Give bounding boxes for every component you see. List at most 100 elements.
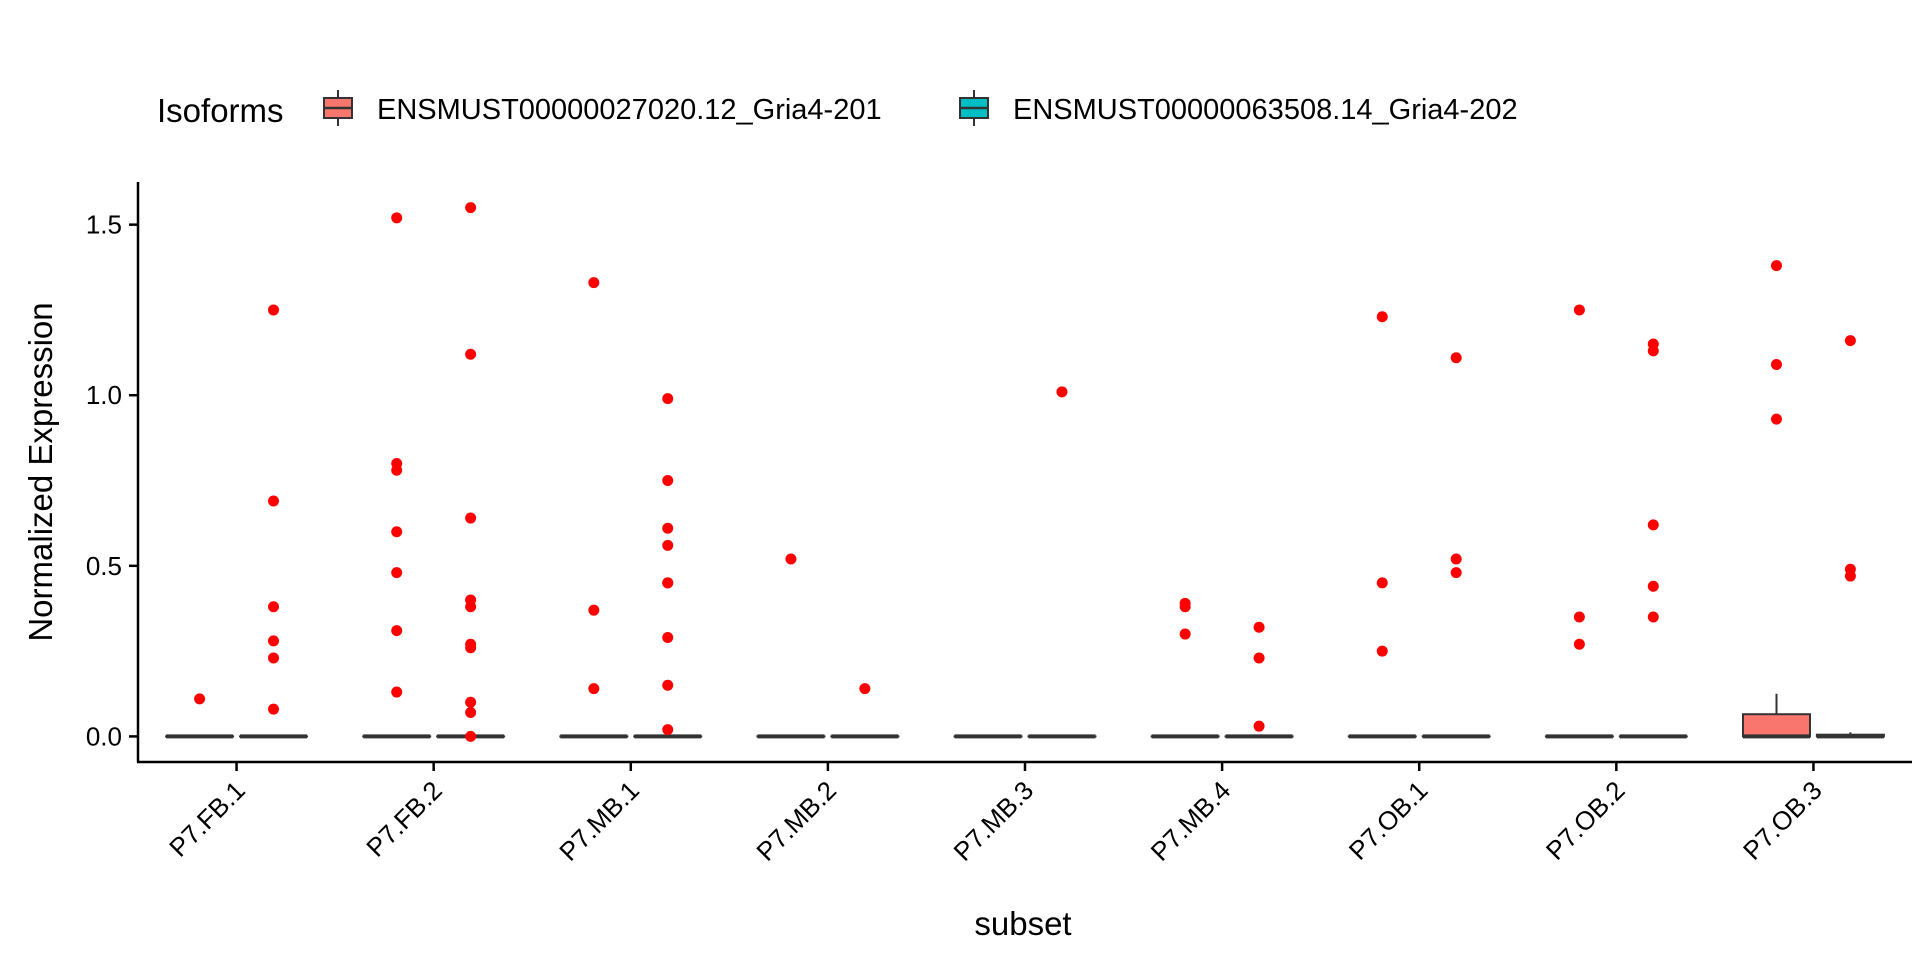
outlier-point <box>465 349 476 360</box>
y-tick-label: 0.5 <box>86 551 122 581</box>
outlier-point <box>1771 260 1782 271</box>
outlier-point <box>1254 652 1265 663</box>
outlier-point <box>588 605 599 616</box>
outlier-point <box>465 601 476 612</box>
outlier-point <box>391 465 402 476</box>
outlier-point <box>1648 612 1659 623</box>
outlier-point <box>465 731 476 742</box>
outlier-point <box>662 475 673 486</box>
outlier-point <box>662 724 673 735</box>
outlier-point <box>268 704 279 715</box>
outlier-point <box>662 577 673 588</box>
plot-area <box>166 202 1884 742</box>
outlier-point <box>391 687 402 698</box>
outlier-point <box>1056 386 1067 397</box>
outlier-point <box>465 642 476 653</box>
outlier-point <box>1771 359 1782 370</box>
box-p7-fb-1 <box>240 304 307 736</box>
outlier-point <box>1574 612 1585 623</box>
outlier-point <box>1377 311 1388 322</box>
legend-title: Isoforms <box>157 92 284 129</box>
outlier-point <box>1180 629 1191 640</box>
outlier-point <box>1574 304 1585 315</box>
x-tick-label: P7.MB.3 <box>948 775 1040 867</box>
outlier-point <box>268 652 279 663</box>
box-p7-mb-3 <box>1028 386 1095 736</box>
outlier-point <box>194 693 205 704</box>
y-tick-label: 1.0 <box>86 380 122 410</box>
outlier-point <box>1377 646 1388 657</box>
outlier-point <box>465 697 476 708</box>
outlier-point <box>1648 345 1659 356</box>
y-tick-label: 1.5 <box>86 210 122 240</box>
box-p7-mb-4 <box>1226 622 1293 737</box>
outlier-point <box>465 707 476 718</box>
box-p7-fb-2 <box>437 202 504 742</box>
outlier-point <box>662 540 673 551</box>
x-tick-label: P7.OB.2 <box>1540 775 1631 866</box>
outlier-point <box>662 632 673 643</box>
outlier-point <box>785 554 796 565</box>
outlier-point <box>1574 639 1585 650</box>
outlier-point <box>1845 571 1856 582</box>
box-p7-fb-2 <box>363 212 430 736</box>
x-tick-label: P7.FB.1 <box>163 775 251 863</box>
x-tick-label: P7.FB.2 <box>360 775 448 863</box>
y-axis-ticks: 0.0 0.5 1.0 1.5 <box>86 210 138 752</box>
legend-entries: ENSMUST00000027020.12_Gria4-201 ENSMUST00… <box>324 90 1518 126</box>
box-p7-mb-2 <box>757 554 824 737</box>
x-tick-label: P7.MB.4 <box>1145 775 1237 867</box>
box-p7-ob-1 <box>1349 311 1416 736</box>
box-p7-mb-1 <box>634 393 701 736</box>
outlier-point <box>1180 601 1191 612</box>
outlier-point <box>465 202 476 213</box>
outlier-point <box>391 526 402 537</box>
outlier-point <box>1648 519 1659 530</box>
outlier-point <box>268 635 279 646</box>
series-group <box>240 202 1884 742</box>
outlier-point <box>1845 335 1856 346</box>
x-tick-label: P7.OB.1 <box>1343 775 1434 866</box>
outlier-point <box>391 567 402 578</box>
box-p7-mb-1 <box>560 277 627 736</box>
y-axis-title: Normalized Expression <box>22 302 59 641</box>
outlier-point <box>588 277 599 288</box>
y-tick-label: 0.0 <box>86 721 122 751</box>
legend-entry: ENSMUST00000027020.12_Gria4-201 <box>324 90 882 126</box>
outlier-point <box>1648 581 1659 592</box>
outlier-point <box>1771 414 1782 425</box>
outlier-point <box>662 393 673 404</box>
outlier-point <box>268 601 279 612</box>
box-p7-ob-3 <box>1817 335 1884 736</box>
box-p7-mb-2 <box>831 683 898 736</box>
box-p7-ob-3 <box>1743 260 1810 736</box>
outlier-point <box>1451 554 1462 565</box>
outlier-point <box>1451 352 1462 363</box>
series-group <box>166 212 1810 736</box>
legend-entry: ENSMUST00000063508.14_Gria4-202 <box>960 90 1518 126</box>
box-p7-ob-2 <box>1620 339 1687 737</box>
x-axis-title: subset <box>974 905 1071 942</box>
outlier-point <box>1254 622 1265 633</box>
outlier-point <box>662 680 673 691</box>
outlier-point <box>588 683 599 694</box>
x-tick-label: P7.OB.3 <box>1737 775 1828 866</box>
outlier-point <box>391 625 402 636</box>
box-p7-ob-2 <box>1546 304 1613 736</box>
x-tick-label: P7.MB.2 <box>750 775 842 867</box>
outlier-point <box>391 212 402 223</box>
box-p7-ob-1 <box>1423 352 1490 736</box>
legend-label: ENSMUST00000027020.12_Gria4-201 <box>377 94 882 126</box>
outlier-point <box>662 523 673 534</box>
box-p7-mb-4 <box>1152 598 1219 737</box>
legend: Isoforms ENSMUST00000027020.12_Gria4-201… <box>157 90 1518 129</box>
box-p7-fb-1 <box>166 693 233 736</box>
outlier-point <box>268 304 279 315</box>
outlier-point <box>859 683 870 694</box>
legend-label: ENSMUST00000063508.14_Gria4-202 <box>1013 94 1518 126</box>
outlier-point <box>268 496 279 507</box>
